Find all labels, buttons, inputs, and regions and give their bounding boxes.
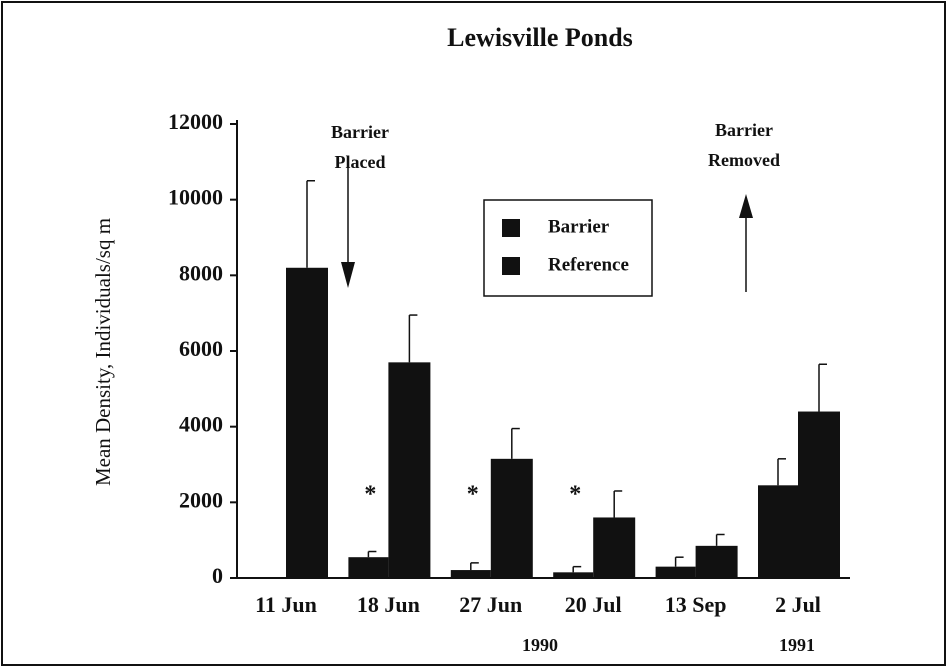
- bar: [758, 485, 798, 578]
- y-tick-label: 2000: [179, 487, 223, 512]
- arrow-head: [341, 262, 355, 288]
- y-tick-label: 10000: [168, 185, 223, 210]
- significance-marker: *: [467, 482, 479, 508]
- arrow-head: [739, 194, 753, 218]
- bar: [798, 411, 840, 578]
- bar: [450, 570, 491, 578]
- annotation: Barrier: [715, 120, 773, 140]
- bar: [348, 557, 389, 578]
- x-tick-label: 2 Jul: [775, 592, 821, 617]
- bar: [553, 572, 594, 578]
- bar: [593, 517, 636, 578]
- x-tick-label: 27 Jun: [459, 592, 522, 617]
- legend-swatch: [502, 219, 520, 237]
- y-tick-label: 6000: [179, 336, 223, 361]
- x-tick-label: 11 Jun: [255, 592, 317, 617]
- x-tick-label: 20 Jul: [565, 592, 622, 617]
- y-tick-label: 0: [212, 563, 223, 588]
- bar: [388, 362, 431, 578]
- legend-label: Barrier: [548, 216, 610, 237]
- y-tick-label: 12000: [168, 109, 223, 134]
- annotation: Barrier: [331, 122, 389, 142]
- y-tick-label: 4000: [179, 412, 223, 437]
- bar: [655, 566, 696, 578]
- chart-title: Lewisville Ponds: [447, 23, 633, 52]
- significance-marker: *: [364, 482, 376, 508]
- annotation: Placed: [335, 152, 386, 172]
- bar: [695, 545, 738, 578]
- year-label: 1990: [522, 635, 558, 655]
- significance-marker: *: [569, 482, 581, 508]
- x-tick-label: 18 Jun: [357, 592, 420, 617]
- x-tick-label: 13 Sep: [665, 592, 727, 617]
- y-tick-label: 8000: [179, 260, 223, 285]
- legend-swatch: [502, 257, 520, 275]
- bar: [286, 267, 328, 578]
- bar: [490, 458, 533, 578]
- legend: [483, 199, 653, 297]
- legend-label: Reference: [548, 254, 629, 275]
- annotation: Removed: [708, 150, 780, 170]
- y-axis-label: Mean Density, Individuals/sq m: [91, 218, 115, 486]
- year-label: 1991: [779, 635, 815, 655]
